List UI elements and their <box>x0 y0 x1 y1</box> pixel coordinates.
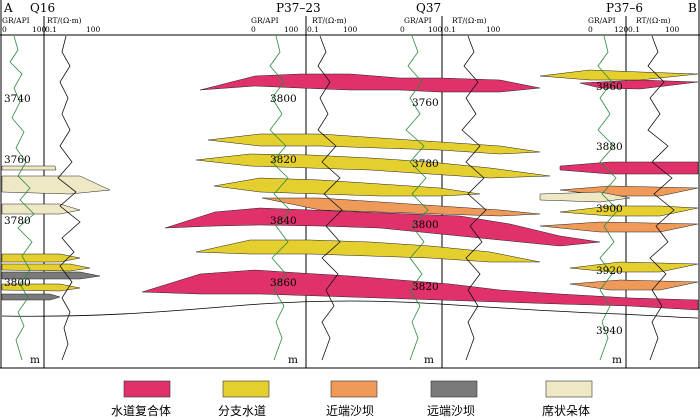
correlation-bodies <box>1 69 699 311</box>
p37-23-rt-max: 100 <box>343 25 358 34</box>
q37-depth-4: 3820 <box>412 281 439 293</box>
channel-complex-lower <box>141 269 699 311</box>
distributary-channel-7 <box>569 261 699 273</box>
p37-23-rt-curve <box>317 35 343 361</box>
q16-rt-max: 100 <box>86 25 101 34</box>
legend-swatch-proximal-bar <box>330 380 378 398</box>
well-name-p37-23: P37–23 <box>276 1 321 15</box>
legend-label-proximal-bar: 近端沙坝 <box>326 404 374 418</box>
q16-rt-curve <box>57 35 81 361</box>
sheet-lobe-1 <box>1 165 57 171</box>
legend-label-distributary-channel: 分支水道 <box>218 404 266 418</box>
p37-6-depth-2: 3880 <box>596 141 623 153</box>
q16-rt-label: RT/(Ω·m) <box>47 16 82 25</box>
q37-gr-curve <box>405 35 429 361</box>
q16-unit: m <box>30 354 40 366</box>
legend-label-channel-complex: 水道复合体 <box>111 403 171 418</box>
q37-depth-1: 3760 <box>412 97 439 109</box>
p37-6-depth-1: 3860 <box>596 81 623 93</box>
q37-depth-2: 3780 <box>412 158 439 170</box>
p37-6-gr-max: 120 <box>614 25 629 34</box>
q16-depth-4: 3800 <box>4 277 31 289</box>
p37-23-rt-label: RT/(Ω·m) <box>312 16 347 25</box>
q16-bed-yellow-2 <box>1 263 91 272</box>
depth-labels: 3740 3760 3780 3800 3800 3820 3840 3860 … <box>4 81 623 337</box>
well-name-p37-6: P37–6 <box>606 1 643 15</box>
p37-23-gr-label: GR/API <box>251 16 279 25</box>
legend-swatch-sheet-lobe <box>545 380 593 398</box>
q16-gr-label: GR/API <box>2 16 30 25</box>
p37-23-gr-min: 0 <box>251 25 256 34</box>
distributary-channel-2 <box>195 153 551 179</box>
distributary-channel-3 <box>213 177 481 197</box>
distributary-channel-6 <box>559 205 699 217</box>
p37-6-unit: m <box>612 354 622 366</box>
channel-complex-middle <box>164 207 601 247</box>
p37-6-rt-min: 0.1 <box>628 25 640 34</box>
q37-rt-label: RT/(Ω·m) <box>452 16 487 25</box>
q16-gr-curve <box>9 35 35 361</box>
distributary-channel-5 <box>539 69 699 81</box>
section-end-label: B <box>688 1 697 15</box>
p37-23-gr-curve <box>269 35 291 361</box>
p37-23-depth-2: 3820 <box>270 154 297 166</box>
p37-23-depth-4: 3860 <box>270 277 297 289</box>
q16-gr-min: 0 <box>2 25 7 34</box>
q37-rt-curve <box>461 35 487 361</box>
legend-swatch-distal-bar <box>430 380 478 398</box>
distributary-channel-1 <box>207 133 541 155</box>
p37-23-depth-1: 3800 <box>270 93 297 105</box>
q16-depth-1: 3740 <box>4 93 31 105</box>
q16-gr-max: 100 <box>32 25 47 34</box>
q37-rt-min: 0.1 <box>444 25 456 34</box>
q16-bed-yellow-3 <box>1 283 81 292</box>
proximal-bar-3 <box>539 221 699 233</box>
channel-complex-right-2 <box>579 79 699 90</box>
legend-label-distal-bar: 远端沙坝 <box>427 404 475 418</box>
q37-rt-max: 100 <box>486 25 501 34</box>
p37-23-gr-max: 100 <box>284 25 299 34</box>
legend: 水道复合体 分支水道 近端沙坝 远端沙坝 席状朵体 <box>111 380 593 418</box>
legend-label-sheet-lobe: 席状朵体 <box>542 403 590 418</box>
q37-unit: m <box>424 354 434 366</box>
q37-gr-min: 0 <box>400 25 405 34</box>
p37-6-rt-max: 100 <box>665 25 680 34</box>
log-curves <box>9 35 675 361</box>
q16-bed-gray-1 <box>1 271 101 280</box>
p37-6-depth-4: 3920 <box>596 265 623 277</box>
section-start-label: A <box>3 1 13 15</box>
distributary-channel-4 <box>195 239 541 263</box>
p37-6-depth-5: 3940 <box>596 325 623 337</box>
p37-23-rt-min: 0.1 <box>307 25 319 34</box>
channel-complex-right-1 <box>559 161 699 175</box>
p37-23-unit: m <box>288 354 298 366</box>
well-headers: GR/API 0 100 RT/(Ω·m) 0.1 100 GR/API 0 1… <box>2 16 680 34</box>
p37-6-gr-min: 0 <box>588 25 593 34</box>
q16-depth-3: 3780 <box>4 215 31 227</box>
q16-depth-2: 3760 <box>4 154 31 166</box>
base-correlation-line <box>1 300 699 319</box>
p37-6-gr-label: GR/API <box>588 16 616 25</box>
proximal-bar-1 <box>261 197 541 217</box>
depth-units: m m m m <box>30 354 622 366</box>
q16-bed-yellow-1 <box>1 253 81 263</box>
well-name-q37: Q37 <box>416 1 441 15</box>
p37-6-depth-3: 3900 <box>596 203 623 215</box>
proximal-bar-4 <box>569 279 699 291</box>
q16-rt-min: 0.1 <box>45 25 57 34</box>
channel-complex-upper <box>199 73 541 93</box>
well-name-q16: Q16 <box>30 1 55 15</box>
p37-6-rt-curve <box>647 35 675 361</box>
p37-6-gr-curve <box>597 35 619 361</box>
legend-swatch-distributary-channel <box>222 380 270 398</box>
q37-gr-label: GR/API <box>404 16 432 25</box>
legend-swatch-channel-complex <box>123 380 171 398</box>
q37-depth-3: 3800 <box>412 219 439 231</box>
sheet-lobe-2 <box>1 175 111 195</box>
q16-bed-gray-2 <box>1 293 61 301</box>
p37-23-depth-3: 3840 <box>270 215 297 227</box>
p37-6-rt-label: RT/(Ω·m) <box>636 16 671 25</box>
q37-gr-max: 100 <box>428 25 443 34</box>
